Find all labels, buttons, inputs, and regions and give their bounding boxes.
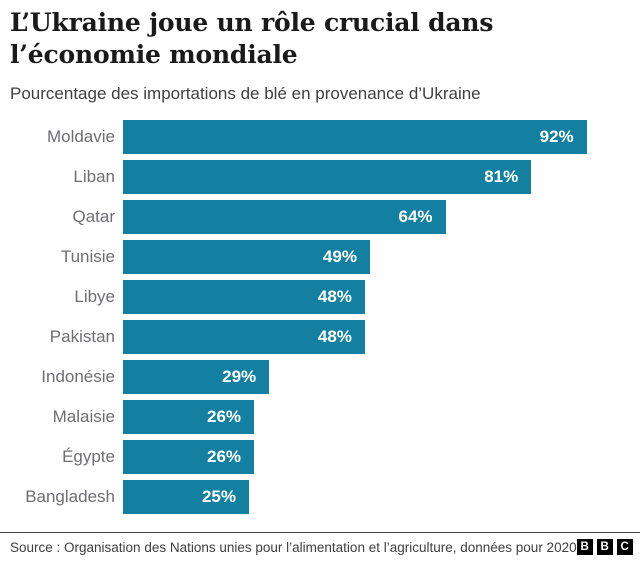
category-label: Liban (73, 167, 115, 186)
chart-footer: Source : Organisation des Nations unies … (0, 532, 640, 559)
bar-row: Malaisie 26% (10, 400, 627, 434)
bar: 26% (123, 400, 255, 434)
page-title: L’Ukraine joue un rôle crucial dans l’éc… (10, 7, 627, 71)
bar-track: 48% (123, 280, 627, 314)
bar: 26% (123, 440, 255, 474)
value-label: 64% (398, 207, 433, 226)
value-label: 49% (322, 247, 357, 266)
category-label: Moldavie (46, 127, 115, 146)
bar-row: Tunisie 49% (10, 240, 627, 274)
bar-track: 64% (123, 200, 627, 234)
bar: 49% (123, 240, 370, 274)
value-label: 29% (222, 367, 257, 386)
value-label: 25% (201, 487, 236, 506)
value-label: 48% (317, 287, 352, 306)
value-label: 81% (484, 167, 519, 186)
bar-chart: Moldavie 92% Liban 81% Qatar 64% Tunisie 49% Lib… (10, 120, 627, 514)
bar-row: Égypte 26% (10, 440, 627, 474)
bbc-logo-letter: C (616, 539, 633, 555)
bar-row: Libye 48% (10, 280, 627, 314)
category-label: Tunisie (60, 247, 115, 266)
bar-track: 26% (123, 400, 627, 434)
category-label: Malaisie (52, 407, 115, 426)
value-label: 26% (207, 447, 242, 466)
category-label: Pakistan (49, 327, 115, 346)
value-label: 26% (207, 407, 242, 426)
bar-row: Moldavie 92% (10, 120, 627, 154)
bar-track: 29% (123, 360, 627, 394)
chart-subtitle: Pourcentage des importations de blé en p… (10, 84, 481, 103)
bar-track: 49% (123, 240, 627, 274)
bar: 48% (123, 320, 365, 354)
bar-row: Liban 81% (10, 160, 627, 194)
bar-track: 26% (123, 440, 627, 474)
category-label: Indonésie (41, 367, 115, 386)
page-title-line-2: l’économie mondiale (10, 40, 298, 69)
chart-content: L’Ukraine joue un rôle crucial dans l’éc… (0, 7, 640, 514)
bar: 48% (123, 280, 365, 314)
bar-row: Pakistan 48% (10, 320, 627, 354)
bar-track: 81% (123, 160, 627, 194)
value-label: 48% (317, 327, 352, 346)
bar-track: 25% (123, 480, 627, 514)
bar-track: 92% (123, 120, 627, 154)
bbc-logo-letter: B (596, 539, 613, 555)
category-label: Égypte (62, 447, 115, 466)
value-label: 92% (539, 127, 574, 146)
category-label: Libye (74, 287, 115, 306)
bar: 25% (123, 480, 249, 514)
bar-row: Bangladesh 25% (10, 480, 627, 514)
bar-track: 48% (123, 320, 627, 354)
category-label: Bangladesh (25, 487, 115, 506)
bbc-logo-letter: B (576, 539, 593, 555)
bar: 92% (123, 120, 587, 154)
bar: 64% (123, 200, 446, 234)
bar-row: Qatar 64% (10, 200, 627, 234)
category-label: Qatar (72, 207, 115, 226)
source-text: Source : Organisation des Nations unies … (10, 539, 577, 555)
bar-row: Indonésie 29% (10, 360, 627, 394)
page-title-line-1: L’Ukraine joue un rôle crucial dans (10, 8, 494, 37)
bar: 81% (123, 160, 532, 194)
bar: 29% (123, 360, 270, 394)
